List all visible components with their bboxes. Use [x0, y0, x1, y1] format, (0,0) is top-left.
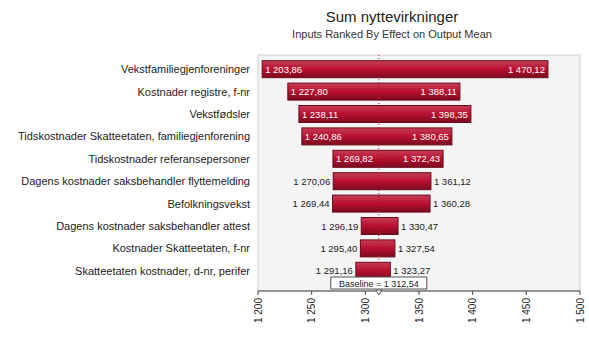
category-label: Tidskostnader referansepersoner	[88, 153, 250, 165]
data-label: 1 227,80	[291, 86, 328, 97]
bar	[262, 61, 548, 78]
bar	[333, 195, 431, 212]
bar	[299, 106, 471, 123]
category-label: Vekstfødsler	[189, 108, 250, 120]
baseline-marker	[376, 290, 382, 295]
tick	[311, 291, 312, 295]
category-label: Befolkningsvekst	[167, 198, 250, 210]
bar	[333, 173, 431, 190]
category-label: Kostnader registre, f-nr	[138, 86, 251, 98]
data-label: 1 323,27	[393, 265, 430, 276]
tick	[419, 291, 420, 295]
data-label: 1 296,19	[321, 221, 358, 232]
tick-label: 1 500	[575, 298, 586, 323]
tick-label: 1 300	[360, 298, 371, 323]
data-label: 1 360,28	[433, 198, 470, 209]
category-label: Dagens kostnader saksbehandler attest	[56, 220, 250, 232]
data-label: 1 203,86	[265, 64, 302, 75]
tick-label: 1 350	[414, 298, 425, 323]
data-label: 1 388,11	[421, 86, 457, 97]
baseline-line	[378, 55, 379, 279]
category-label: Kostnader Skatteetaten, f-nr	[112, 242, 250, 254]
data-label: 1 269,82	[336, 153, 373, 164]
data-label: 1 270,06	[293, 176, 330, 187]
data-label: 1 330,47	[401, 221, 438, 232]
data-label: 1 398,35	[431, 109, 468, 120]
data-label: 1 269,44	[293, 198, 330, 209]
bar	[361, 218, 398, 235]
data-label: 1 380,65	[412, 131, 449, 142]
tick-label: 1 450	[521, 298, 532, 323]
data-label: 1 327,54	[398, 243, 435, 254]
tick	[258, 291, 259, 295]
subtitle: Inputs Ranked By Effect on Output Mean	[292, 28, 492, 40]
bar	[302, 128, 452, 145]
labels: Vekstfamiliegjenforeninger 1 203,86 1 470,…	[18, 63, 545, 277]
bar	[360, 240, 394, 257]
tick-label: 1 250	[306, 298, 317, 323]
tick	[580, 291, 581, 295]
bars	[262, 55, 548, 279]
tick-label: 1 400	[467, 298, 478, 323]
data-label: 1 295,40	[320, 243, 357, 254]
tick	[365, 291, 366, 295]
category-label: Skatteetaten kostnader, d-nr, perifer	[75, 265, 250, 277]
category-label: Tidskostnader Skatteetaten, familiegjenf…	[18, 130, 250, 142]
tick	[472, 291, 473, 295]
bar	[288, 83, 460, 100]
tick	[526, 291, 527, 295]
data-label: 1 470,12	[508, 64, 545, 75]
data-label: 1 361,12	[434, 176, 471, 187]
bar	[333, 150, 443, 167]
data-label: 1 238,11	[302, 109, 338, 120]
data-label: 1 291,16	[316, 265, 353, 276]
category-label: Dagens kostnader saksbehandler flyttemel…	[21, 175, 250, 187]
baseline-box	[331, 277, 427, 289]
baseline-label: Baseline = 1 312,54	[339, 279, 419, 289]
data-label: 1 240,86	[305, 131, 342, 142]
data-label: 1 372,43	[403, 153, 440, 164]
chart: Sum nyttevirkninger Inputs Ranked By Effe…	[0, 0, 589, 337]
category-label: Vekstfamiliegjenforeninger	[121, 63, 250, 75]
title: Sum nyttevirkninger	[326, 8, 459, 25]
tick-label: 1 200	[253, 298, 264, 323]
plot-area	[258, 55, 580, 291]
